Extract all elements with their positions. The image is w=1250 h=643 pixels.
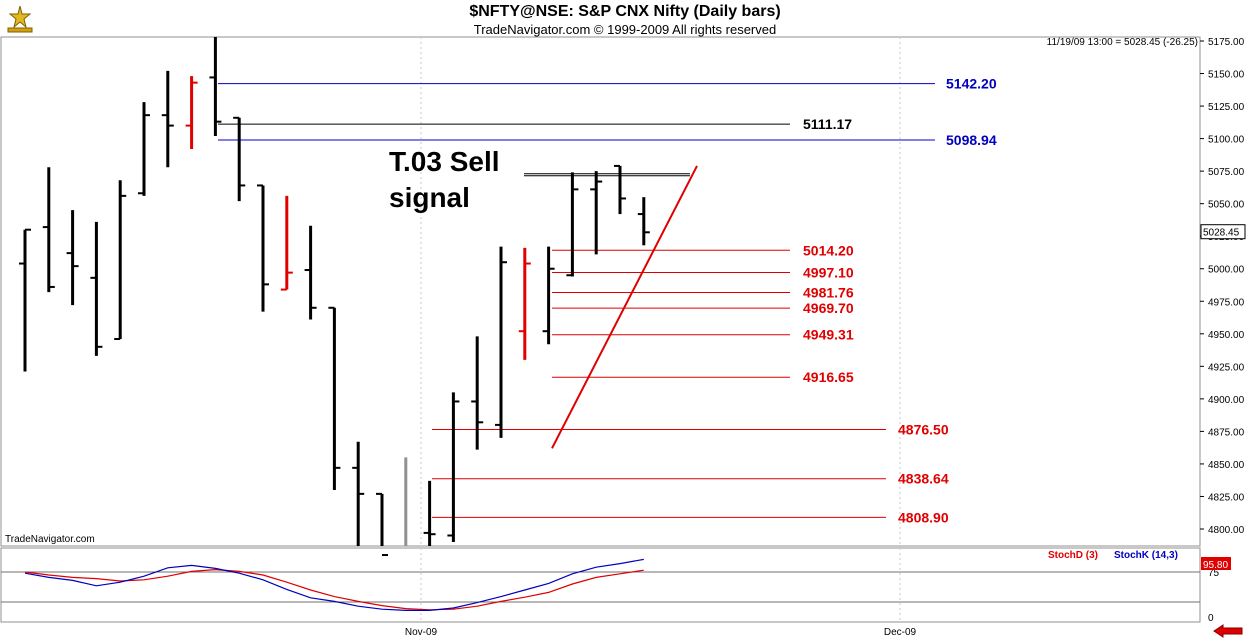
- level-label: 5111.17: [803, 116, 852, 132]
- signal-annotation-line1: T.03 Sell: [389, 146, 500, 177]
- ohlc-bar: [138, 102, 150, 196]
- level-label: 4808.90: [898, 509, 949, 525]
- ohlc-bar: [90, 221, 103, 356]
- y-tick-label: 5000.00: [1208, 265, 1245, 276]
- y-tick-label: 5125.00: [1208, 102, 1245, 113]
- level-label: 4949.31: [803, 327, 854, 343]
- ohlc-bar: [114, 180, 127, 341]
- y-tick-label: 4875.00: [1208, 427, 1245, 438]
- level-label: 5142.20: [946, 76, 997, 92]
- level-label: 4997.10: [803, 265, 854, 281]
- ohlc-bar: [66, 210, 79, 306]
- price-axis: 4800.00 4825.00 4850.00 4875.00 4900.00 4925.…: [1200, 37, 1246, 536]
- credit-label: TradeNavigator.com: [5, 534, 95, 545]
- level-label: 4969.70: [803, 300, 854, 316]
- current-price-label: 5028.45: [1203, 228, 1240, 239]
- ohlc-bar: [590, 171, 603, 255]
- y-tick-label: 5175.00: [1208, 37, 1245, 48]
- y-tick-label: 4850.00: [1208, 460, 1245, 471]
- ohlc-bar: [376, 492, 388, 557]
- scroll-left-arrow-icon[interactable]: [1213, 624, 1243, 638]
- date-axis: Nov-09 Dec-09: [405, 627, 917, 638]
- ohlc-bar: [542, 246, 555, 345]
- date-tick-label: Dec-09: [884, 627, 917, 638]
- ohlc-bar: [518, 247, 531, 360]
- current-price-tag: [1200, 224, 1246, 240]
- stoch-legend-entry: StochK (14,3): [1114, 550, 1178, 561]
- y-tick-label: 4925.00: [1208, 362, 1245, 373]
- grid-layer: [0, 36, 1201, 623]
- level-label: 4876.50: [898, 421, 949, 437]
- trade-navigator-logo-icon[interactable]: [4, 4, 36, 34]
- y-tick-label: 4825.00: [1208, 492, 1245, 503]
- annotation-layer: T.03 Sell signal: [389, 146, 698, 449]
- y-tick-label: 5075.00: [1208, 167, 1245, 178]
- price-readout: 11/19/09 13:00 = 5028.45 (-26.25): [1046, 37, 1198, 48]
- y-tick-label: 5100.00: [1208, 135, 1245, 146]
- y-tick-label: 4800.00: [1208, 525, 1245, 536]
- y-tick-label: 4900.00: [1208, 395, 1245, 406]
- level-label: 5098.94: [946, 132, 997, 148]
- ohlc-bar: [423, 480, 436, 546]
- ohlc-bar: [614, 164, 626, 215]
- ohlc-bar: [495, 246, 507, 438]
- ohlc-bar: [637, 197, 650, 246]
- y-tick-label: 5025.00: [1208, 232, 1245, 243]
- stoch-tick-label: 0: [1208, 613, 1214, 624]
- copyright-subtitle: TradeNavigator.com © 1999-2009 All right…: [473, 22, 777, 37]
- signal-annotation-line2: signal: [389, 182, 470, 213]
- y-tick-label: 5150.00: [1208, 70, 1245, 81]
- ohlc-bar: [161, 70, 174, 168]
- stoch-series-line: [24, 568, 644, 611]
- stoch-tick-label: 75: [1208, 568, 1220, 579]
- stoch-legend-entry: StochD (3): [1048, 550, 1098, 561]
- ohlc-bar: [185, 76, 198, 150]
- stoch-legend: StochD (3) StochK (14,3): [1048, 550, 1178, 561]
- ohlc-bar: [19, 228, 31, 372]
- ohlc-bar: [447, 392, 460, 543]
- level-label: 4916.65: [803, 369, 854, 385]
- ohlc-bar: [328, 306, 341, 490]
- stoch-series-line: [24, 558, 644, 612]
- ohlc-bar: [257, 184, 269, 312]
- trend-line: [551, 165, 698, 449]
- ohlc-bar: [352, 441, 365, 546]
- stoch-panel-frame: [0, 547, 1201, 623]
- price-panel-frame: [0, 36, 1201, 547]
- y-tick-label: 4950.00: [1208, 330, 1245, 341]
- ohlc-bar: [304, 225, 317, 320]
- bars-layer: [19, 37, 650, 557]
- level-label: 4981.76: [803, 284, 854, 300]
- chart-title: $NFTY@NSE: S&P CNX Nifty (Daily bars): [469, 3, 781, 20]
- ohlc-bar: [42, 167, 55, 293]
- y-tick-label: 5050.00: [1208, 200, 1245, 211]
- date-tick-label: Nov-09: [405, 627, 438, 638]
- level-label: 4838.64: [898, 471, 949, 487]
- ohlc-bar: [566, 172, 579, 277]
- stoch-value-label: 95.80: [1203, 560, 1228, 571]
- ohlc-bar: [209, 37, 222, 136]
- stoch-value-tag: [1201, 557, 1231, 570]
- ohlc-bar: [471, 336, 484, 450]
- level-label: 5014.20: [803, 242, 854, 258]
- levels-layer: 5142.20 5111.17 5098.94 5014.20 4997.10 4981.…: [218, 76, 997, 525]
- ohlc-bar: [280, 195, 293, 291]
- ohlc-bar: [233, 116, 246, 202]
- y-tick-label: 4975.00: [1208, 297, 1245, 308]
